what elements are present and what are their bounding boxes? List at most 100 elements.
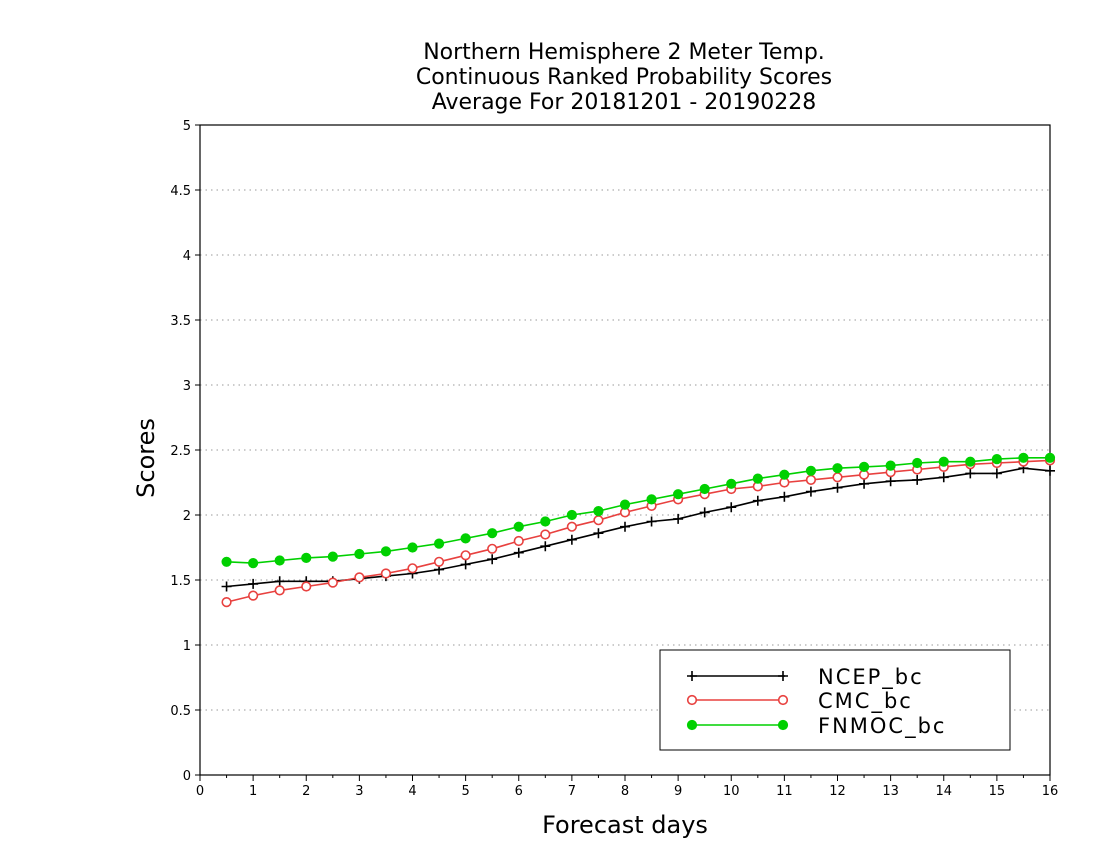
data-point xyxy=(540,541,551,552)
data-point xyxy=(221,581,232,592)
legend-label: NCEP_bc xyxy=(818,665,924,690)
x-tick-label: 13 xyxy=(882,784,899,799)
y-tick-label: 2 xyxy=(183,509,191,524)
data-point xyxy=(832,482,843,493)
y-tick-label: 5 xyxy=(183,119,191,134)
data-point xyxy=(513,547,524,558)
chart-title-line-2: Continuous Ranked Probability Scores xyxy=(416,65,832,90)
chart-title-line-1: Northern Hemisphere 2 Meter Temp. xyxy=(423,40,825,65)
data-point xyxy=(1018,452,1029,463)
data-point xyxy=(805,474,817,486)
data-point xyxy=(301,552,312,564)
x-tick-label: 7 xyxy=(568,784,576,799)
data-point xyxy=(991,468,1002,479)
legend-item-cmc-bc: CMC_bc xyxy=(686,689,913,714)
data-point xyxy=(912,474,923,485)
data-point xyxy=(646,494,657,505)
data-point xyxy=(699,483,710,495)
data-point xyxy=(912,457,923,469)
x-tick-label: 16 xyxy=(1042,784,1059,799)
data-point xyxy=(965,456,976,467)
x-tick-label: 12 xyxy=(829,784,846,799)
axis-tick-labels: 00.511.522.533.544.550 1 2 3 4 5 6 7 8 9 10 11 12 13 1… xyxy=(170,119,1058,799)
data-point xyxy=(699,507,710,518)
data-point xyxy=(487,528,498,539)
data-point xyxy=(248,590,259,601)
data-point xyxy=(433,556,445,567)
data-point xyxy=(832,463,843,474)
data-point xyxy=(221,596,232,608)
data-point xyxy=(566,534,577,545)
legend-item-fnmoc-bc: FNMOC_bc xyxy=(686,714,946,739)
series-line xyxy=(226,467,1051,588)
data-point xyxy=(487,543,498,554)
data-point xyxy=(460,550,471,561)
data-point xyxy=(380,568,392,579)
legend-item-ncep-bc: NCEP_bc xyxy=(687,665,924,690)
data-point xyxy=(380,546,392,557)
data-point xyxy=(513,521,524,532)
y-tick-label: 0.5 xyxy=(170,704,191,719)
data-point xyxy=(938,456,949,467)
data-point xyxy=(593,515,604,526)
y-tick-label: 3.5 xyxy=(170,314,191,329)
axis-ticks xyxy=(195,124,1051,781)
data-point xyxy=(646,516,657,527)
data-point xyxy=(540,529,551,540)
y-axis-label: Scores xyxy=(132,418,160,498)
data-point xyxy=(540,516,551,527)
y-tick-label: 4 xyxy=(183,249,191,264)
data-point xyxy=(327,551,338,562)
series-line xyxy=(226,456,1050,564)
chart-title: Northern Hemisphere 2 Meter Temp. Contin… xyxy=(416,40,832,115)
y-tick-label: 2.5 xyxy=(170,444,191,459)
data-point xyxy=(248,578,259,589)
data-point xyxy=(407,542,418,553)
x-tick-label: 5 xyxy=(461,784,469,799)
data-point xyxy=(777,719,789,731)
data-point xyxy=(221,556,232,567)
data-point xyxy=(687,671,697,681)
data-point xyxy=(274,585,285,596)
data-point xyxy=(965,468,976,479)
data-point xyxy=(991,454,1002,465)
data-point xyxy=(274,576,285,587)
series-layer xyxy=(221,452,1056,608)
data-point xyxy=(513,535,524,547)
data-point xyxy=(248,558,259,569)
data-point xyxy=(566,521,577,532)
data-point xyxy=(354,548,365,560)
legend-label: CMC_bc xyxy=(818,689,913,714)
data-point xyxy=(885,476,896,487)
data-point xyxy=(858,461,870,472)
data-point xyxy=(726,502,737,513)
data-point xyxy=(938,472,949,483)
data-point xyxy=(1045,465,1055,476)
data-point xyxy=(673,513,684,524)
data-point xyxy=(885,460,896,471)
data-point xyxy=(407,563,418,574)
data-point xyxy=(460,559,471,570)
x-tick-label: 10 xyxy=(723,784,740,799)
x-tick-label: 11 xyxy=(776,784,793,799)
data-point xyxy=(778,671,788,681)
data-point xyxy=(1044,452,1056,463)
chart-title-line-3: Average For 20181201 - 20190228 xyxy=(432,90,817,115)
data-point xyxy=(620,521,630,532)
x-tick-label: 1 xyxy=(249,784,257,799)
data-point xyxy=(354,572,365,583)
data-point xyxy=(619,499,631,510)
data-point xyxy=(859,478,870,489)
data-point xyxy=(487,554,498,565)
data-point xyxy=(274,555,285,566)
legend-label: FNMOC_bc xyxy=(818,714,946,739)
data-point xyxy=(460,533,471,544)
series-ncep-bc xyxy=(221,463,1055,592)
data-point xyxy=(832,472,843,483)
y-tick-label: 3 xyxy=(183,379,191,394)
x-tick-label: 6 xyxy=(515,784,523,799)
data-point xyxy=(752,473,763,484)
data-point xyxy=(566,509,577,521)
data-point xyxy=(686,719,698,731)
